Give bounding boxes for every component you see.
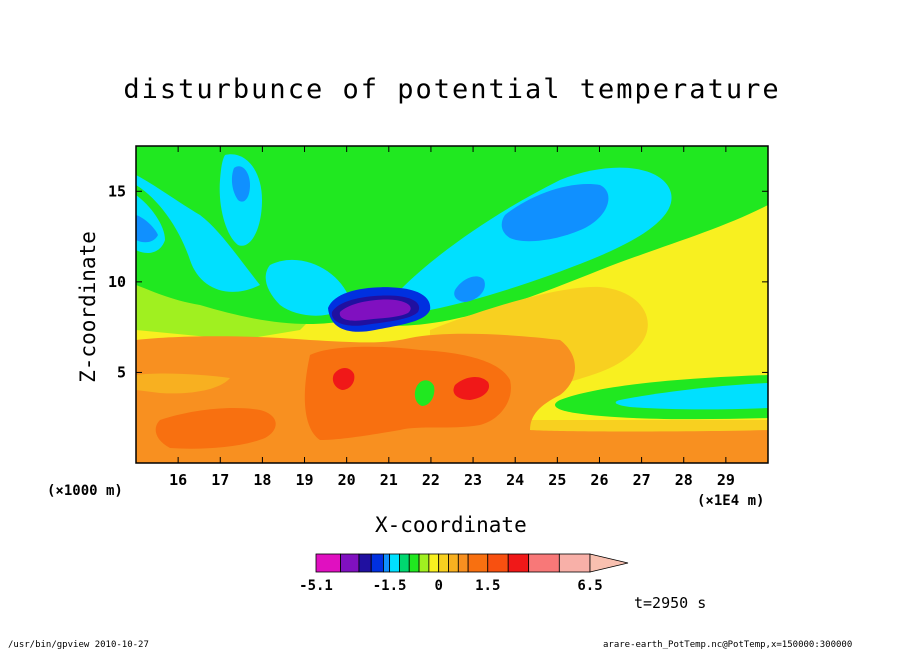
- colorbar-swatch: [389, 553, 400, 573]
- region-dark-orange: [304, 346, 511, 440]
- x-unit-left: (×1000 m): [47, 483, 123, 499]
- colorbar-label: 0: [434, 578, 442, 594]
- colorbar-swatch: [457, 553, 469, 573]
- x-tick-label: 18: [253, 471, 271, 489]
- colorbar-label: -5.1: [299, 578, 333, 594]
- colorbar-swatch: [408, 553, 420, 573]
- y-axis: 5 10 15: [108, 182, 768, 381]
- y-tick-label: 5: [117, 363, 126, 381]
- x-tick-label: 20: [338, 471, 356, 489]
- x-tick-label: 29: [717, 471, 735, 489]
- region-blue-left-edge: [136, 215, 158, 243]
- footer-right: arare-earth_PotTemp.nc@PotTemp,x=150000:…: [603, 640, 853, 650]
- colorbar-swatch: [370, 553, 384, 573]
- y-tick-label: 10: [108, 273, 126, 291]
- x-tick-label: 21: [380, 471, 398, 489]
- x-unit-right: (×1E4 m): [697, 493, 765, 509]
- colorbar-swatch: [467, 553, 489, 573]
- region-green-cell: [414, 380, 435, 406]
- colorbar: -5.1 -1.5 0 1.5 6.5: [299, 553, 629, 594]
- colorbar-swatch: [358, 553, 372, 573]
- footer-left: /usr/bin/gpview 2010-10-27: [8, 640, 149, 650]
- x-tick-label: 27: [633, 471, 651, 489]
- region-red-right: [453, 376, 490, 400]
- x-tick-label: 22: [422, 471, 440, 489]
- region-cyan-lower-left: [265, 259, 350, 316]
- colorbar-swatch: [383, 553, 391, 573]
- x-tick-label: 28: [675, 471, 693, 489]
- colorbar-swatch: [315, 553, 341, 573]
- x-tick-label: 16: [169, 471, 187, 489]
- colorbar-swatch: [487, 553, 509, 573]
- region-dark-orange-left: [155, 408, 276, 449]
- colorbar-swatch: [528, 553, 560, 573]
- colorbar-swatch: [399, 553, 410, 573]
- colorbar-label: 1.5: [475, 578, 500, 594]
- y-axis-label: Z-coordinate: [76, 231, 100, 383]
- colorbar-swatch: [418, 553, 430, 573]
- region-blue-right: [501, 184, 609, 242]
- colorbar-extend-arrow: [589, 553, 629, 573]
- region-purple-center: [339, 299, 411, 321]
- colorbar-swatch: [438, 553, 449, 573]
- x-tick-label: 26: [590, 471, 608, 489]
- region-blue-upper: [231, 166, 250, 202]
- region-cyan-left: [136, 175, 260, 292]
- colorbar-label: 6.5: [577, 578, 602, 594]
- region-blue-small: [454, 276, 485, 302]
- x-axis: 16 17 18 19 20 21 22 23 24 25 26 27 28 29: [169, 146, 735, 489]
- chart-title: disturbunce of potential temperature: [123, 74, 781, 105]
- colorbar-swatch: [507, 553, 530, 573]
- plot-frame: [135, 145, 769, 464]
- time-annotation: t=2950 s: [634, 594, 707, 612]
- colorbar-swatch: [340, 553, 360, 573]
- region-cyan-lower-right: [615, 383, 768, 410]
- region-light-orange-left: [136, 373, 230, 394]
- colorbar-swatch: [558, 553, 591, 573]
- x-tick-label: 24: [506, 471, 524, 489]
- contour-field: [136, 146, 768, 463]
- x-tick-label: 19: [296, 471, 314, 489]
- colorbar-swatch: [448, 553, 459, 573]
- y-tick-label: 15: [108, 182, 126, 200]
- colorbar-label: -1.5: [373, 578, 407, 594]
- region-red-left: [332, 368, 355, 390]
- x-tick-label: 17: [211, 471, 229, 489]
- x-tick-label: 25: [548, 471, 566, 489]
- x-axis-label: X-coordinate: [375, 513, 527, 537]
- colorbar-swatch: [428, 553, 440, 573]
- x-tick-label: 23: [464, 471, 482, 489]
